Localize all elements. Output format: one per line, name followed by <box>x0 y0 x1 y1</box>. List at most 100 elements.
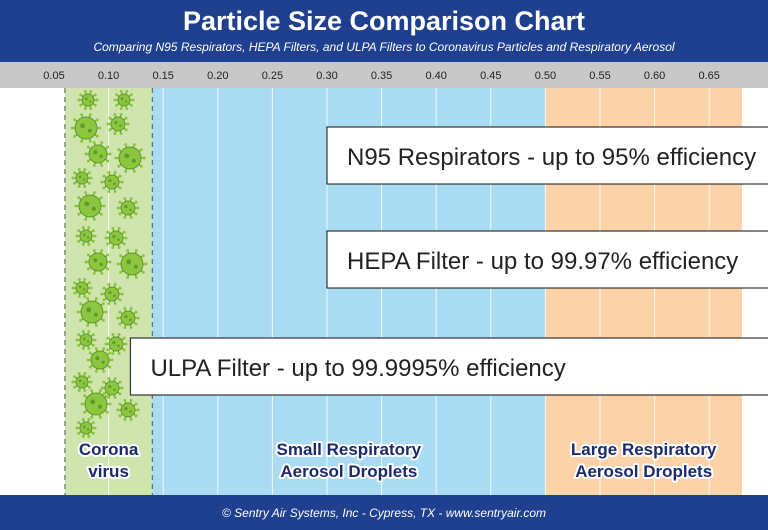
virus-spot <box>82 337 86 341</box>
footer-credit: © Sentry Air Systems, Inc - Cypress, TX … <box>222 506 546 520</box>
virus-spike-tip <box>108 116 112 120</box>
virus-spike-tip <box>113 112 117 116</box>
virus-spike-tip <box>102 186 106 190</box>
virus-spike-tip <box>83 277 87 281</box>
virus-spike-tip <box>87 225 91 229</box>
virus-spike-tip <box>118 298 122 302</box>
virus-spike-tip <box>111 226 115 230</box>
virus-spike-tip <box>107 282 111 286</box>
virus-spike-tip <box>91 333 95 337</box>
virus-spike-tip <box>118 380 122 384</box>
virus-spike-tip <box>104 236 108 240</box>
virus-body <box>120 252 144 276</box>
virus-spike-tip <box>88 365 92 369</box>
virus-spike-tip <box>86 267 90 271</box>
virus-spike-tip <box>100 386 104 390</box>
virus-spike-tip <box>113 396 117 400</box>
virus-spike-tip <box>87 417 91 421</box>
virus-spike-tip <box>124 236 128 240</box>
coronavirus-icon <box>104 226 128 250</box>
virus-spike-tip <box>87 243 91 247</box>
virus-spike-tip <box>76 310 80 314</box>
virus-spike-tip <box>77 333 81 337</box>
virus-spike-tip <box>70 126 74 130</box>
virus-spike-tip <box>122 230 126 234</box>
virus-spike-tip <box>118 200 122 204</box>
virus-spike-tip <box>129 216 133 220</box>
virus-spot <box>87 340 90 343</box>
virus-spike-tip <box>120 180 124 184</box>
virus-spike-tip <box>113 170 117 174</box>
virus-spike-tip <box>136 316 140 320</box>
virus-spike-tip <box>77 239 81 243</box>
region-label-outline: Corona <box>79 440 139 459</box>
virus-spike-tip <box>73 385 77 389</box>
virus-spike-tip <box>113 98 117 102</box>
virus-spike-tip <box>89 176 93 180</box>
virus-spike-tip <box>117 332 121 336</box>
virus-spot <box>124 153 130 159</box>
virus-spot <box>78 285 82 289</box>
virus-spike-tip <box>120 386 124 390</box>
virus-spike-tip <box>107 376 111 380</box>
virus-spike-tip <box>73 118 77 122</box>
header-background <box>0 0 768 62</box>
filter-bars: N95 Respirators - up to 95% efficiency HE… <box>129 126 768 396</box>
virus-spot <box>113 294 116 298</box>
virus-spike-tip <box>129 93 133 97</box>
virus-spike-tip <box>142 156 146 160</box>
virus-spike-tip <box>119 132 123 136</box>
virus-spike-tip <box>98 389 102 393</box>
coronavirus-icon <box>100 376 124 400</box>
virus-spike-tip <box>106 230 110 234</box>
virus-spike-tip <box>117 164 121 168</box>
virus-body <box>75 171 89 185</box>
virus-spot <box>124 407 128 411</box>
x-tick-label: 0.55 <box>589 70 610 82</box>
virus-spike-tip <box>75 338 79 342</box>
virus-spike-tip <box>93 426 97 430</box>
x-tick-label: 0.65 <box>698 70 719 82</box>
virus-spike-tip <box>77 389 81 393</box>
virus-spike-tip <box>124 342 128 346</box>
virus-spike-tip <box>77 421 81 425</box>
virus-spot <box>125 100 128 103</box>
virus-body <box>75 375 89 389</box>
x-tick-label: 0.15 <box>152 70 173 82</box>
virus-spot <box>124 315 128 319</box>
virus-spike-tip <box>144 262 148 266</box>
virus-spot <box>90 399 96 405</box>
virus-spike-tip <box>105 394 109 398</box>
virus-spike-tip <box>122 242 126 246</box>
virus-spike-tip <box>92 271 96 275</box>
virus-spike-tip <box>118 414 122 418</box>
virus-body <box>104 174 120 190</box>
virus-spike-tip <box>106 242 110 246</box>
region-label: Small Respiratory <box>277 440 422 459</box>
virus-spike-tip <box>102 369 106 373</box>
filter-bar-0: N95 Respirators - up to 95% efficiency <box>326 126 768 185</box>
virus-spot <box>80 123 86 129</box>
virus-spike-tip <box>98 126 102 130</box>
virus-spike-tip <box>81 243 85 247</box>
virus-spot <box>117 344 120 348</box>
virus-spike-tip <box>83 185 87 189</box>
virus-spike-tip <box>81 225 85 229</box>
virus-body <box>120 310 136 326</box>
virus-spike-tip <box>94 323 98 327</box>
virus-spike-tip <box>86 358 90 362</box>
coronavirus-icon <box>116 249 148 279</box>
virus-spot <box>87 236 90 239</box>
virus-spike-tip <box>102 298 106 302</box>
virus-spike-tip <box>113 190 117 194</box>
virus-spike-tip <box>134 310 138 314</box>
x-tick-label: 0.05 <box>43 70 64 82</box>
virus-spike-tip <box>118 174 122 178</box>
virus-spike-tip <box>81 435 85 439</box>
virus-spot <box>84 201 90 207</box>
virus-spike-tip <box>102 392 106 396</box>
virus-spot <box>131 158 136 163</box>
virus-spike-tip <box>89 286 93 290</box>
virus-body <box>81 93 95 107</box>
virus-body <box>88 144 108 164</box>
